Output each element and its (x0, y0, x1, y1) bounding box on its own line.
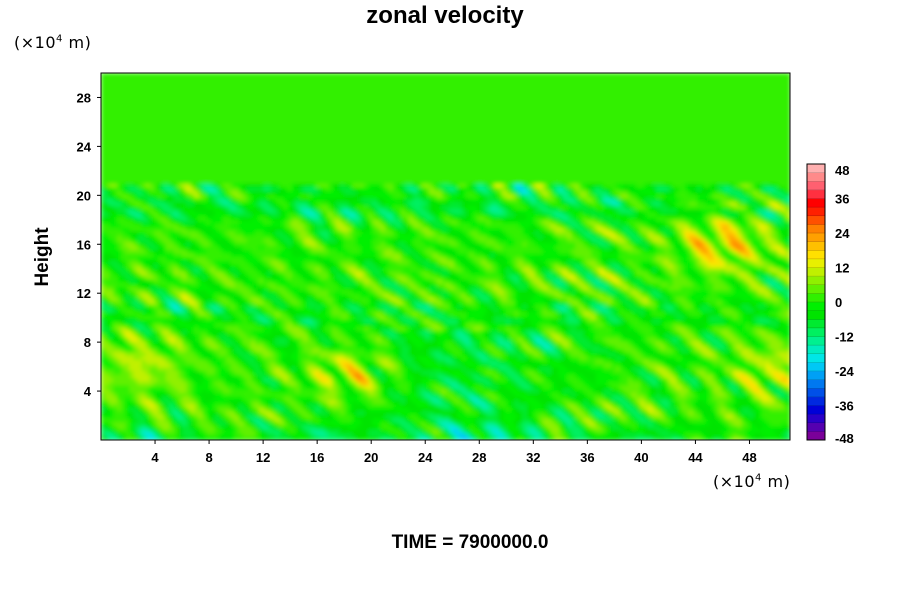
colorbar-swatch (807, 414, 825, 424)
colorbar-tick-label: 12 (835, 261, 849, 276)
x-tick-label: 4 (151, 450, 159, 465)
colorbar-swatch (807, 258, 825, 268)
x-tick-label: 20 (364, 450, 378, 465)
x-tick-label: 40 (634, 450, 648, 465)
y-tick-label: 24 (77, 139, 92, 154)
colorbar-swatch (807, 164, 825, 173)
colorbar-swatch (807, 345, 825, 355)
colorbar-tick-label: -48 (835, 431, 854, 446)
x-tick-label: 48 (742, 450, 756, 465)
y-axis-ticks: 4 8 12 16 20 24 28 (77, 90, 101, 399)
colorbar-tick-label: 0 (835, 295, 842, 310)
colorbar-swatch (807, 310, 825, 320)
y-tick-label: 20 (77, 188, 91, 203)
colorbar-swatch (807, 405, 825, 415)
y-tick-label: 8 (84, 335, 91, 350)
colorbar-swatch (807, 336, 825, 346)
x-tick-label: 32 (526, 450, 540, 465)
colorbar-swatch (807, 362, 825, 372)
time-label: TIME = 7900000.0 (391, 532, 549, 553)
colorbar-swatch (807, 371, 825, 380)
x-tick-label: 8 (205, 450, 212, 465)
colorbar-swatch (807, 241, 825, 251)
colorbar-tick-label: -24 (835, 364, 855, 379)
y-tick-label: 12 (77, 286, 91, 301)
y-axis-unit: (×104 m) (14, 33, 92, 52)
colorbar-swatch (807, 327, 825, 337)
colorbar-swatch (807, 172, 825, 182)
colorbar-swatch (807, 379, 825, 389)
colorbar-swatch (807, 276, 825, 286)
x-tick-label: 28 (472, 450, 486, 465)
colorbar-tick-label: -12 (835, 330, 854, 345)
x-tick-label: 12 (256, 450, 270, 465)
plot-frame (100, 72, 791, 441)
y-tick-label: 16 (77, 237, 91, 252)
colorbar-swatch (807, 189, 825, 199)
colorbar-swatch (807, 431, 825, 441)
colorbar: 48 36 24 12 0 -12 -24 -36 -48 (806, 163, 855, 446)
y-tick-label: 4 (84, 384, 92, 399)
x-tick-label: 44 (688, 450, 703, 465)
colorbar-swatch (807, 198, 825, 208)
field-cells (101, 73, 790, 440)
colorbar-swatch (807, 388, 825, 398)
x-tick-label: 24 (418, 450, 433, 465)
velocity-field (101, 73, 790, 440)
x-axis-ticks: 4 8 12 16 20 24 28 32 36 40 44 48 (151, 440, 757, 465)
x-axis-unit: (×104 m) (713, 472, 791, 491)
chart-title: zonal velocity (366, 2, 524, 29)
colorbar-swatch (807, 422, 825, 432)
colorbar-swatch (807, 250, 825, 260)
colorbar-swatch (807, 396, 825, 406)
colorbar-swatch (807, 215, 825, 225)
colorbar-swatch (807, 233, 825, 242)
colorbar-swatch (807, 181, 825, 191)
colorbar-swatch (807, 267, 825, 277)
colorbar-tick-label: 36 (835, 192, 849, 207)
colorbar-frame (806, 163, 826, 441)
colorbar-tick-label: 24 (835, 226, 850, 241)
y-tick-label: 28 (77, 90, 91, 105)
colorbar-swatch (807, 302, 825, 311)
colorbar-swatch (807, 284, 825, 294)
colorbar-swatch (807, 319, 825, 329)
colorbar-swatch (807, 224, 825, 234)
colorbar-tick-label: 48 (835, 163, 849, 178)
colorbar-tick-label: -36 (835, 399, 854, 414)
x-tick-label: 16 (310, 450, 324, 465)
x-tick-label: 36 (580, 450, 594, 465)
colorbar-swatch (807, 293, 825, 303)
colorbar-swatch (807, 207, 825, 217)
colorbar-swatch (807, 353, 825, 363)
